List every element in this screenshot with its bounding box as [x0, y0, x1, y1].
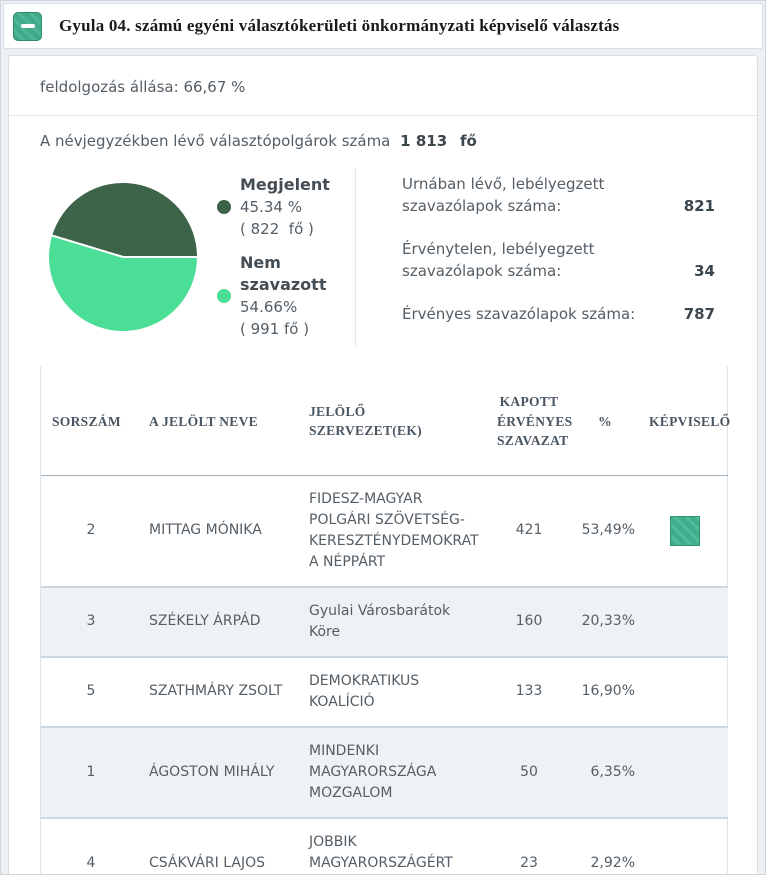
cell-szazalek: 53,49%	[569, 475, 641, 588]
registered-voters-label: A névjegyzékben lévő választópolgárok sz…	[40, 132, 391, 150]
cell-sorszam: 1	[41, 726, 141, 819]
cell-jelolt-neve: SZATHMÁRY ZSOLT	[141, 656, 301, 728]
cell-jelolo-szervezet: MINDENKI MAGYARORSZÁGA MOZGALOM	[301, 726, 489, 819]
results-table: SORSZÁM A JELÖLT NEVE JELÖLŐ SZERVEZET(E…	[41, 366, 730, 874]
table-row: 2 MITTAG MÓNIKA FIDESZ-MAGYAR POLGÁRI SZÖV…	[41, 475, 728, 588]
legend-percent: 54.66%	[240, 298, 298, 316]
pie-slice	[50, 181, 199, 259]
table-row: 1 ÁGOSTON MIHÁLY MINDENKI MAGYARORSZÁGA MO…	[41, 726, 728, 819]
legend-label: Megjelent	[240, 175, 330, 194]
legend-dot-icon	[217, 289, 231, 303]
cell-jelolo-szervezet: FIDESZ-MAGYAR POLGÁRI SZÖVETSÉG-KERESZTÉ…	[301, 475, 489, 588]
cell-kepviselo	[641, 586, 728, 658]
registered-voters-section: A névjegyzékben lévő választópolgárok sz…	[9, 116, 757, 160]
results-card: feldolgozás állása: 66,67 % A névjegyzék…	[8, 55, 758, 874]
cell-jelolt-neve: SZÉKELY ÁRPÁD	[141, 586, 301, 658]
turnout-section: Megjelent 45.34 % ( 822 fő ) Nem szavazott 5…	[9, 160, 757, 362]
minus-icon	[20, 24, 35, 28]
legend-item: Nem szavazott 54.66% ( 991 fő )	[217, 252, 355, 340]
stat-row: Érvényes szavazólapok száma: 787	[402, 303, 715, 325]
pie-slice	[47, 234, 199, 333]
cell-szazalek: 6,35%	[569, 726, 641, 819]
processing-status-section: feldolgozás állása: 66,67 %	[9, 56, 757, 116]
election-title-bar: Gyula 04. számú egyéni választókerületi …	[3, 3, 763, 49]
cell-kepviselo	[641, 475, 728, 588]
page-title: Gyula 04. számú egyéni választókerületi …	[59, 16, 620, 35]
legend-percent: 45.34 %	[240, 198, 302, 216]
cell-szazalek: 20,33%	[569, 586, 641, 658]
stat-label: Érvénytelen, lebélyegzett szavazólapok s…	[402, 240, 595, 280]
cell-jelolt-neve: MITTAG MÓNIKA	[141, 475, 301, 588]
cell-jelolo-szervezet: DEMOKRATIKUS KOALÍCIÓ	[301, 656, 489, 728]
cell-kapott-szavazat: 23	[489, 817, 569, 874]
cell-sorszam: 5	[41, 656, 141, 728]
stat-value: 821	[683, 197, 715, 215]
cell-kepviselo	[641, 656, 728, 728]
cell-sorszam: 2	[41, 475, 141, 588]
column-header-jelolt-neve: A JELÖLT NEVE	[141, 366, 301, 476]
ballot-stats: Urnában lévő, lebélyegzett szavazólapok …	[355, 168, 737, 346]
column-header-sorszam: SORSZÁM	[41, 366, 141, 476]
cell-szazalek: 16,90%	[569, 656, 641, 728]
table-row: 5 SZATHMÁRY ZSOLT DEMOKRATIKUS KOALÍCIÓ 133…	[41, 656, 728, 728]
column-header-kapott-szavazat: KAPOTT ÉRVÉNYES SZAVAZAT	[489, 366, 572, 476]
column-header-szazalek: %	[569, 366, 641, 476]
stat-row: Érvénytelen, lebélyegzett szavazólapok s…	[402, 238, 715, 282]
stat-row: Urnában lévő, lebélyegzett szavazólapok …	[402, 173, 715, 217]
stat-label: Urnában lévő, lebélyegzett szavazólapok …	[402, 175, 605, 215]
turnout-pie-chart	[47, 181, 199, 333]
legend-text: Nem szavazott 54.66% ( 991 fő )	[240, 252, 355, 340]
elected-representative-badge	[669, 515, 700, 546]
results-table-body: 2 MITTAG MÓNIKA FIDESZ-MAGYAR POLGÁRI SZÖV…	[41, 475, 728, 874]
turnout-chart-area: Megjelent 45.34 % ( 822 fő ) Nem szavazott 5…	[40, 168, 355, 346]
legend-count: ( 822 fő )	[240, 220, 314, 238]
collapse-section-button[interactable]	[13, 11, 42, 41]
stat-label: Érvényes szavazólapok száma:	[402, 305, 636, 323]
cell-kepviselo	[641, 726, 728, 819]
cell-szazalek: 2,92%	[569, 817, 641, 874]
stat-value: 787	[683, 305, 715, 323]
cell-jelolo-szervezet: Gyulai Városbarátok Köre	[301, 586, 489, 658]
cell-kapott-szavazat: 160	[489, 586, 569, 658]
table-row: 3 SZÉKELY ÁRPÁD Gyulai Városbarátok Köre 16…	[41, 586, 728, 658]
registered-voters-count: 1 813	[400, 132, 448, 150]
cell-kapott-szavazat: 133	[489, 656, 569, 728]
results-table-container: SORSZÁM A JELÖLT NEVE JELÖLŐ SZERVEZET(E…	[40, 366, 730, 874]
cell-kapott-szavazat: 50	[489, 726, 569, 819]
legend-item: Megjelent 45.34 % ( 822 fő )	[217, 174, 355, 240]
cell-kepviselo	[641, 817, 728, 874]
cell-kapott-szavazat: 421	[489, 475, 569, 588]
table-header-row: SORSZÁM A JELÖLT NEVE JELÖLŐ SZERVEZET(E…	[41, 366, 730, 476]
legend-count: ( 991 fő )	[240, 320, 310, 338]
legend-label: Nem szavazott	[240, 253, 327, 294]
column-header-jelolo-szervezet: JELÖLŐ SZERVEZET(EK)	[301, 366, 489, 476]
cell-jelolt-neve: ÁGOSTON MIHÁLY	[141, 726, 301, 819]
processing-status-text: feldolgozás állása: 66,67 %	[40, 78, 246, 96]
cell-jelolt-neve: CSÁKVÁRI LAJOS	[141, 817, 301, 874]
cell-sorszam: 4	[41, 817, 141, 874]
registered-voters-unit: fő	[459, 132, 477, 150]
legend-dot-icon	[217, 200, 231, 214]
legend-text: Megjelent 45.34 % ( 822 fő )	[240, 174, 330, 240]
pie-legend: Megjelent 45.34 % ( 822 fő ) Nem szavazott 5…	[217, 174, 355, 340]
cell-sorszam: 3	[41, 586, 141, 658]
cell-jelolo-szervezet: JOBBIK MAGYARORSZÁGÉRT MOZGALOM	[301, 817, 489, 874]
column-header-kepviselo: KÉPVISELŐ	[641, 366, 730, 476]
stat-value: 34	[694, 262, 715, 280]
